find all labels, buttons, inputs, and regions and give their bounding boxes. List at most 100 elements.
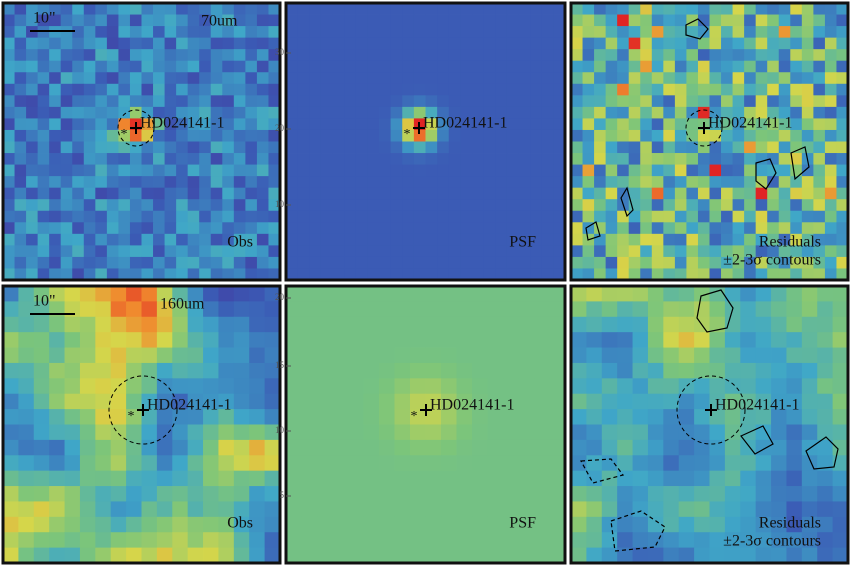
pixel bbox=[233, 439, 250, 456]
pixel bbox=[506, 106, 519, 119]
pixel bbox=[95, 301, 112, 318]
pixel bbox=[813, 187, 826, 200]
pixel bbox=[286, 532, 302, 549]
pixel bbox=[755, 60, 768, 73]
pixel bbox=[297, 26, 310, 39]
pixel bbox=[709, 501, 726, 518]
pixel bbox=[60, 106, 73, 119]
pixel bbox=[778, 118, 791, 131]
pixel bbox=[286, 222, 299, 235]
pixel bbox=[106, 72, 119, 85]
pixel bbox=[26, 187, 39, 200]
pixel bbox=[348, 532, 364, 549]
pixel bbox=[541, 3, 554, 15]
pixel bbox=[594, 49, 607, 62]
pixel bbox=[355, 49, 368, 62]
pixel bbox=[413, 256, 426, 269]
pixel bbox=[518, 153, 531, 165]
pixel bbox=[801, 95, 814, 108]
pixel bbox=[740, 332, 757, 348]
pixel bbox=[483, 129, 496, 142]
pixel bbox=[790, 164, 803, 177]
pixel bbox=[483, 245, 496, 258]
pixel bbox=[410, 316, 426, 333]
pixel bbox=[256, 233, 269, 246]
pixel bbox=[60, 210, 73, 223]
pixel bbox=[379, 455, 395, 472]
pixel bbox=[199, 176, 212, 189]
pixel bbox=[156, 393, 173, 410]
pixel bbox=[836, 141, 849, 154]
pixel bbox=[268, 210, 281, 223]
pixel bbox=[460, 95, 473, 108]
pixel bbox=[172, 409, 189, 425]
star-marker: * bbox=[411, 409, 418, 424]
pixel bbox=[141, 3, 154, 15]
panel-border bbox=[1, 284, 282, 565]
pixel bbox=[410, 409, 426, 425]
pixel bbox=[813, 129, 826, 142]
pixel bbox=[320, 129, 333, 142]
pixel bbox=[640, 222, 653, 235]
pixel bbox=[651, 129, 664, 142]
pixel bbox=[441, 301, 457, 318]
pixel bbox=[506, 233, 519, 246]
pixel bbox=[460, 153, 473, 165]
pixel bbox=[448, 60, 461, 73]
pixel bbox=[549, 362, 566, 379]
pixel bbox=[187, 199, 200, 212]
pixel bbox=[129, 187, 142, 200]
pixel bbox=[256, 106, 269, 119]
pixel bbox=[541, 37, 554, 50]
pixel bbox=[129, 164, 142, 177]
pixel bbox=[153, 233, 165, 246]
pixel bbox=[3, 83, 15, 96]
aperture bbox=[685, 109, 723, 147]
pixel bbox=[628, 222, 641, 235]
pixel bbox=[755, 37, 768, 50]
pixel bbox=[297, 256, 310, 269]
pixel bbox=[448, 268, 461, 281]
pixel bbox=[72, 187, 85, 200]
pixel bbox=[663, 60, 676, 73]
pixel bbox=[344, 118, 357, 131]
pixel bbox=[367, 245, 380, 258]
pixel bbox=[268, 199, 281, 212]
pixel bbox=[264, 470, 281, 487]
pixel bbox=[256, 83, 269, 96]
pixel bbox=[394, 301, 411, 318]
pixel bbox=[549, 409, 566, 425]
pixel bbox=[249, 439, 266, 456]
pixel bbox=[651, 233, 664, 246]
pixel bbox=[605, 256, 618, 269]
pixel bbox=[732, 245, 745, 258]
pixel bbox=[732, 14, 745, 27]
pixel bbox=[518, 37, 531, 50]
pixel bbox=[571, 470, 587, 487]
pixel bbox=[495, 141, 508, 154]
pixel bbox=[187, 547, 204, 564]
pixel bbox=[518, 83, 531, 96]
pixel bbox=[495, 176, 508, 189]
pixel bbox=[256, 245, 269, 258]
pixel bbox=[72, 210, 85, 223]
pixel bbox=[367, 106, 380, 119]
pixel bbox=[582, 176, 595, 189]
pixel bbox=[245, 14, 258, 27]
pixel bbox=[26, 60, 39, 73]
pixel bbox=[301, 362, 318, 379]
pixel bbox=[264, 532, 281, 549]
pixel bbox=[210, 164, 223, 177]
pixel bbox=[355, 129, 368, 142]
pixel bbox=[686, 37, 699, 50]
pixel bbox=[801, 516, 818, 533]
pixel bbox=[301, 439, 318, 456]
pixel bbox=[394, 409, 411, 425]
pixel bbox=[553, 199, 566, 212]
pixel bbox=[402, 233, 415, 246]
pixel bbox=[709, 393, 726, 410]
pixel bbox=[448, 72, 461, 85]
pixel bbox=[164, 95, 177, 108]
pixel bbox=[402, 210, 415, 223]
cross-marker bbox=[705, 404, 717, 416]
